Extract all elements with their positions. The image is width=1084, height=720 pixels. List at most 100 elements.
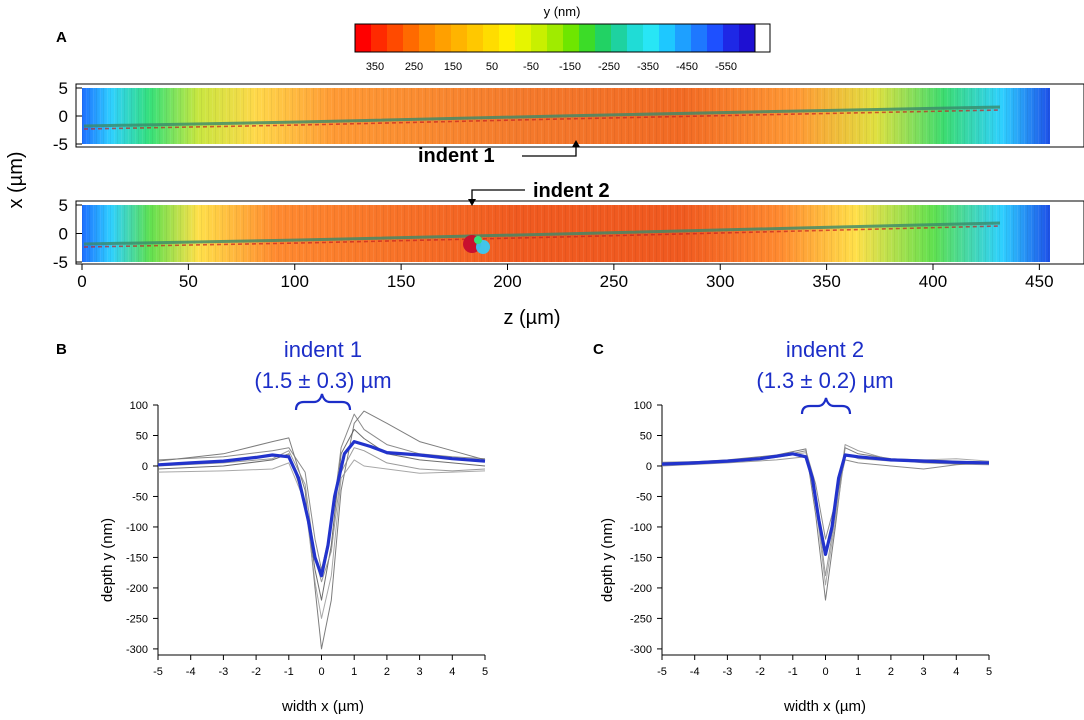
colorbar-swatch — [467, 24, 484, 52]
panel-c-xlabel: width x (µm) — [783, 698, 866, 715]
panel-c-label: C — [593, 341, 604, 358]
panel-c-subtitle: (1.3 ± 0.2) µm — [756, 368, 893, 393]
panel-a-xtick-label: 150 — [387, 272, 415, 291]
panel-a-xtick-label: 450 — [1025, 272, 1053, 291]
panel-a-xlabel: z (µm) — [503, 307, 560, 329]
strip-ytick-label: 5 — [59, 196, 68, 215]
colorbar-swatch — [691, 24, 708, 52]
panel-b-xlabel: width x (µm) — [281, 698, 364, 715]
strip-upper-yticks: 5 0 -5 — [53, 79, 82, 154]
y-tick-label: -100 — [630, 522, 652, 534]
colorbar-tick-label: -150 — [559, 61, 581, 73]
indent2-arrowhead — [468, 199, 476, 206]
colorbar-swatch — [419, 24, 436, 52]
x-tick-label: 2 — [384, 666, 390, 678]
indent1-arrow — [522, 145, 577, 157]
colorbar-swatch — [547, 24, 564, 52]
panel-a-xtick-label: 200 — [493, 272, 521, 291]
x-tick-label: 2 — [888, 666, 894, 678]
y-tick-label: 100 — [634, 400, 652, 412]
colorbar-swatch — [611, 24, 628, 52]
x-tick-label: -2 — [251, 666, 261, 678]
colorbar-tick-label: -50 — [523, 61, 539, 73]
colorbar-swatch — [627, 24, 644, 52]
colorbar-swatch — [659, 24, 676, 52]
indent2-mark — [463, 235, 490, 254]
panel-a-xtick-label: 50 — [179, 272, 198, 291]
panel-c-brace — [800, 397, 852, 415]
series-mean-line — [661, 452, 990, 556]
x-tick-label: 1 — [351, 666, 357, 678]
series-profile-line — [157, 447, 486, 583]
series-profile-line — [157, 413, 486, 571]
y-tick-label: 100 — [130, 400, 148, 412]
strip-ytick-label: 0 — [59, 225, 68, 244]
colorbar-swatch — [483, 24, 500, 52]
strip-ytick-label: -5 — [53, 135, 68, 154]
panel-a-xtick-label: 350 — [812, 272, 840, 291]
colorbar-swatch — [563, 24, 580, 52]
colorbar-tick-label: 150 — [444, 61, 462, 73]
y-tick-label: -250 — [630, 613, 652, 625]
x-tick-label: -4 — [186, 666, 196, 678]
x-tick-label: 0 — [318, 666, 324, 678]
x-tick-label: 1 — [855, 666, 861, 678]
panel-b: B indent 1 (1.5 ± 0.3) µm -5 -4 -3 -2 -1 0 1 2 3… — [56, 337, 488, 715]
panel-a-xaxis: 0 50 100 150 200 250 300 350 400 450 — [77, 264, 1054, 291]
x-tick-label: -3 — [723, 666, 733, 678]
colorbar-swatch — [531, 24, 548, 52]
colorbar-swatch — [387, 24, 404, 52]
colorbar-swatch — [371, 24, 388, 52]
y-tick-label: -100 — [126, 522, 148, 534]
panel-c: C indent 2 (1.3 ± 0.2) µm -5 -4 -3 -2 -1 0 1 2 3… — [593, 337, 992, 715]
series-profile-line — [661, 444, 990, 577]
colorbar-tick-label: -550 — [715, 61, 737, 73]
y-tick-label: -150 — [126, 552, 148, 564]
indent1-label: indent 1 — [418, 145, 495, 167]
panel-b-brace — [294, 393, 352, 411]
colorbar-swatch — [675, 24, 692, 52]
x-tick-label: 4 — [953, 666, 959, 678]
strip-upper: 5 0 -5 — [53, 79, 1084, 154]
series-profile-line — [661, 452, 990, 586]
x-tick-label: 5 — [986, 666, 992, 678]
chart-b: -5 -4 -3 -2 -1 0 1 2 3 4 5 100 50 0 -50 -100 -150 -200 -25… — [126, 400, 488, 678]
strip-lower: 5 0 -5 — [53, 196, 1084, 272]
chart-c: -5 -4 -3 -2 -1 0 1 2 3 4 5 100 50 0 -50 -100 -150 -200 -25… — [630, 400, 992, 678]
indent2-label: indent 2 — [533, 180, 610, 202]
colorbar-swatch — [355, 24, 372, 52]
series-profile-line — [157, 410, 486, 650]
panel-b-ylabel: depth y (nm) — [99, 518, 116, 602]
x-tick-label: -4 — [690, 666, 700, 678]
strip-upper-scratch-edge — [83, 109, 1001, 130]
x-tick-label: -5 — [153, 666, 163, 678]
colorbar-frame — [354, 23, 771, 53]
colorbar-tick-label: -350 — [637, 61, 659, 73]
panel-a: A y (nm) 350 250 150 50 -50 -150 -250 -350 -450-… — [5, 4, 1084, 329]
colorbar-swatch — [403, 24, 420, 52]
strip-lower-right-blank — [1050, 205, 1068, 262]
colorbar-tick-label: -450 — [676, 61, 698, 73]
panel-a-xtick-label: 250 — [600, 272, 628, 291]
colorbar-swatch — [707, 24, 724, 52]
strip-ytick-label: 0 — [59, 107, 68, 126]
colorbar-swatch — [739, 24, 756, 52]
strip-ytick-label: 5 — [59, 79, 68, 98]
y-tick-label: -300 — [630, 644, 652, 656]
y-tick-label: -200 — [126, 583, 148, 595]
series-profile-line — [157, 459, 486, 619]
colorbar-swatch — [723, 24, 740, 52]
y-tick-label: -50 — [636, 491, 652, 503]
panel-c-title: indent 2 — [786, 337, 864, 362]
panel-a-xtick-label: 300 — [706, 272, 734, 291]
y-tick-label: -150 — [630, 552, 652, 564]
panel-a-xtick-label: 0 — [77, 272, 86, 291]
strip-upper-scratch-line — [83, 105, 1001, 128]
colorbar-swatches — [355, 24, 756, 52]
panel-b-title: indent 1 — [284, 337, 362, 362]
x-tick-label: 3 — [417, 666, 423, 678]
strip-lower-scratch-edge — [83, 225, 1001, 248]
colorbar-tick-label: 350 — [366, 61, 384, 73]
x-tick-label: 5 — [482, 666, 488, 678]
series-profile-line — [157, 428, 486, 601]
